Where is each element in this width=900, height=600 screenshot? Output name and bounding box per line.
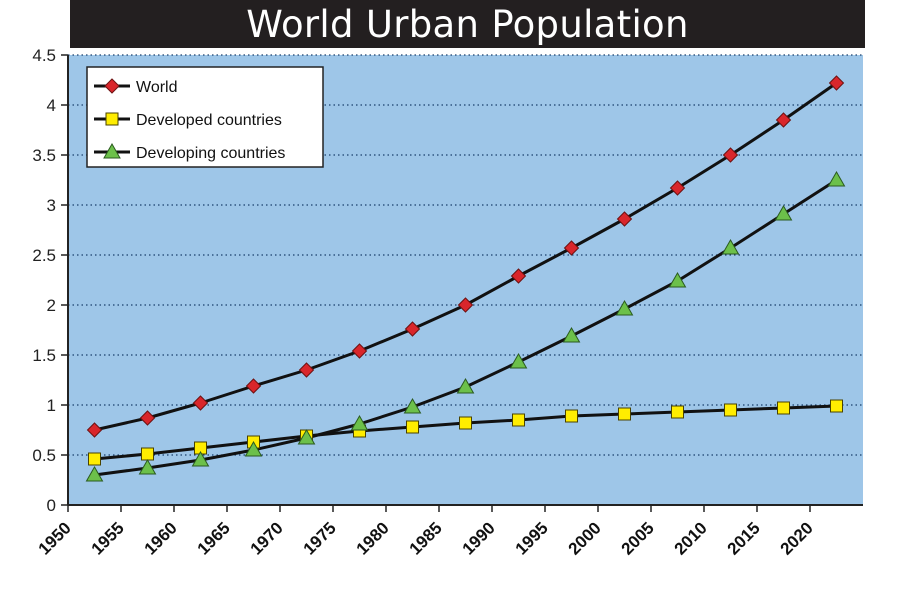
data-point-world	[563, 240, 580, 256]
data-point-world	[669, 180, 686, 196]
y-tick-label: 3.5	[32, 146, 56, 165]
legend-label-world: World	[136, 79, 178, 96]
data-point-developed-countries	[512, 413, 525, 427]
x-tick-label: 1970	[247, 518, 287, 558]
legend-marker-developed-countries	[105, 112, 119, 126]
x-tick-label: 1965	[194, 518, 234, 558]
data-point-world	[139, 410, 156, 426]
data-point-world	[828, 75, 845, 91]
legend: World Developed countries Developing count…	[86, 66, 324, 168]
data-point-developing-countries	[562, 326, 581, 343]
data-point-developed-countries	[141, 447, 154, 461]
data-point-world	[351, 343, 368, 359]
chart-title: World Urban Population	[246, 2, 689, 46]
chart-title-bar: World Urban Population	[70, 0, 865, 48]
y-tick-label: 3	[47, 196, 56, 215]
x-tick-label: 1995	[512, 518, 552, 558]
legend-box	[86, 66, 324, 168]
x-tick-label: 1980	[353, 518, 393, 558]
data-point-developing-countries	[827, 170, 846, 187]
data-point-developing-countries	[244, 440, 263, 457]
data-point-developed-countries	[618, 407, 631, 421]
data-point-developed-countries	[724, 403, 737, 417]
x-tick-label: 2010	[671, 518, 711, 558]
y-tick-label: 2.5	[32, 246, 56, 265]
legend-marker-developing-countries	[103, 142, 121, 159]
x-tick-label: 1990	[459, 518, 499, 558]
data-point-world	[192, 395, 209, 411]
x-tick-label: 1950	[35, 518, 75, 558]
data-point-developed-countries	[88, 452, 101, 466]
x-tick-label: 2020	[777, 518, 817, 558]
data-point-developing-countries	[138, 458, 157, 475]
y-tick-label: 1	[47, 396, 56, 415]
x-tick-label: 2000	[565, 518, 605, 558]
data-point-world	[245, 378, 262, 394]
data-point-developing-countries	[721, 238, 740, 255]
data-point-developing-countries	[191, 450, 210, 467]
x-tick-label: 2005	[618, 518, 658, 558]
x-tick-label: 1985	[406, 518, 446, 558]
data-point-world	[457, 297, 474, 313]
data-point-world	[722, 147, 739, 163]
y-tick-label: 1.5	[32, 346, 56, 365]
x-tick-label: 1960	[141, 518, 181, 558]
x-tick-label: 1975	[300, 518, 340, 558]
data-point-developing-countries	[350, 414, 369, 431]
data-point-world	[86, 422, 103, 438]
data-point-world	[298, 362, 315, 378]
y-tick-label: 4.5	[32, 46, 56, 65]
data-point-developing-countries	[509, 352, 528, 369]
y-tick-label: 0	[47, 496, 56, 515]
data-point-developing-countries	[85, 465, 104, 482]
data-point-developing-countries	[456, 377, 475, 394]
y-tick-label: 4	[47, 96, 56, 115]
data-point-developed-countries	[459, 416, 472, 430]
legend-label-developed-countries: Developed countries	[136, 112, 282, 129]
data-point-world	[510, 268, 527, 284]
data-point-world	[404, 321, 421, 337]
y-tick-label: 0.5	[32, 446, 56, 465]
data-point-developing-countries	[403, 397, 422, 414]
data-point-developed-countries	[565, 409, 578, 423]
legend-label-developing-countries: Developing countries	[136, 145, 285, 162]
data-point-developed-countries	[830, 399, 843, 413]
x-tick-label: 2015	[724, 518, 764, 558]
data-point-developed-countries	[671, 405, 684, 419]
legend-marker-world	[104, 78, 120, 94]
data-point-world	[775, 112, 792, 128]
data-point-developing-countries	[774, 204, 793, 221]
data-point-developed-countries	[777, 401, 790, 415]
data-point-developed-countries	[406, 420, 419, 434]
data-point-developing-countries	[668, 271, 687, 288]
x-tick-label: 1955	[88, 518, 128, 558]
data-point-world	[616, 211, 633, 227]
y-tick-label: 2	[47, 296, 56, 315]
data-point-developing-countries	[297, 428, 316, 445]
data-point-developing-countries	[615, 299, 634, 316]
